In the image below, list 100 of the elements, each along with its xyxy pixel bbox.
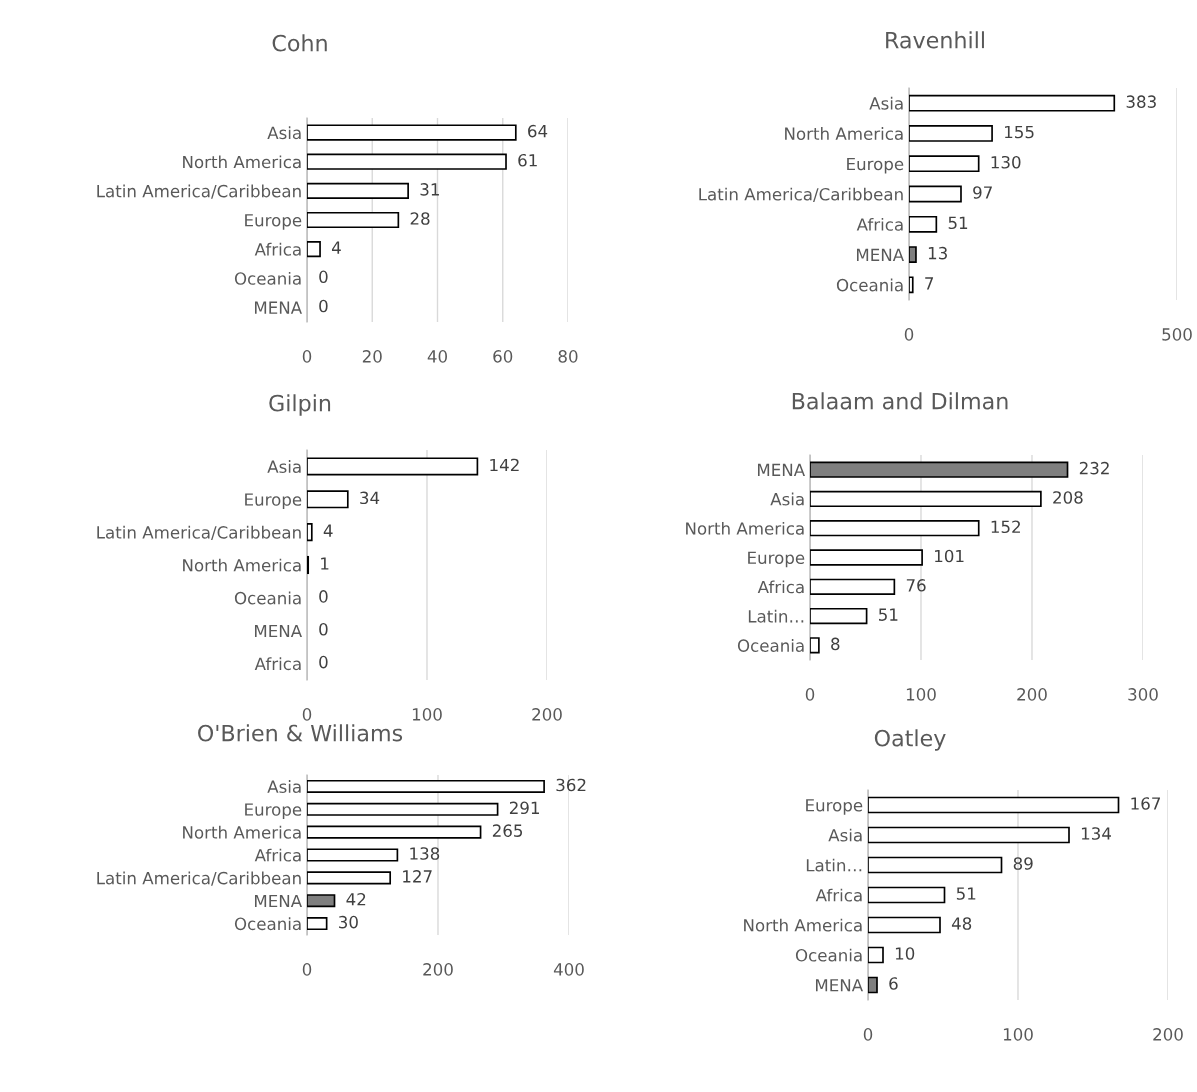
bar (909, 276, 914, 294)
data-label: 8 (831, 637, 840, 651)
bar (307, 241, 321, 258)
data-label: 1 (321, 557, 329, 570)
bar (307, 211, 400, 229)
data-label: 64 (528, 124, 548, 138)
data-label: 134 (1081, 827, 1111, 840)
bar (909, 185, 962, 203)
data-label: 6 (889, 977, 898, 990)
data-label: 51 (956, 887, 976, 900)
data-label: 51 (948, 216, 968, 230)
x-tick-label: 20 (362, 350, 382, 363)
bar (810, 637, 820, 654)
y-tick-label: North America (183, 558, 301, 572)
y-tick-label: MENA (815, 979, 863, 992)
bar (868, 826, 1070, 844)
data-label: 4 (331, 241, 341, 254)
data-label: 127 (403, 870, 432, 883)
bar (909, 215, 938, 233)
bar (868, 976, 878, 994)
bar (307, 779, 545, 793)
bar (909, 246, 917, 263)
data-label: 10 (895, 947, 915, 960)
data-label: 89 (1013, 857, 1033, 870)
x-tick-label: 200 (423, 963, 453, 976)
bar (307, 848, 399, 862)
data-label: 232 (1079, 461, 1109, 475)
y-tick-label: Oceania (737, 639, 804, 652)
y-tick-label: MENA (757, 463, 805, 476)
y-tick-label: Asia (267, 126, 301, 140)
data-label: 61 (518, 153, 537, 167)
y-tick-label: Latin America/Caribbean (97, 184, 301, 199)
y-tick-label: North America (686, 521, 804, 535)
data-label: 142 (490, 458, 519, 472)
y-tick-label: Oceania (234, 591, 301, 605)
x-tick-label: 300 (1128, 688, 1158, 701)
bar (868, 946, 884, 964)
chart-title: Gilpin (269, 394, 331, 416)
bar (909, 94, 1116, 112)
y-tick-label: Asia (869, 96, 903, 110)
x-tick-label: 100 (1003, 1028, 1033, 1041)
y-tick-label: North America (785, 127, 903, 140)
y-tick-label: Latin… (806, 858, 862, 872)
chart-title: Balaam and Dilman (792, 392, 1008, 410)
x-tick-label: 0 (302, 963, 312, 976)
bar (810, 520, 980, 537)
data-label: 31 (420, 183, 439, 196)
data-label: 0 (319, 655, 328, 669)
y-tick-label: Europe (245, 214, 302, 230)
y-tick-label: Africa (254, 848, 301, 862)
y-tick-label: Asia (267, 780, 301, 793)
bar (307, 802, 499, 816)
y-tick-label: Africa (254, 242, 301, 256)
data-label: 76 (906, 579, 926, 592)
data-label: 0 (319, 590, 328, 603)
data-label: 265 (492, 824, 523, 837)
data-label: 291 (509, 801, 539, 815)
y-tick-label: Oceania (234, 271, 301, 285)
x-tick-label: 500 (1162, 328, 1192, 341)
y-tick-label: Oceania (795, 948, 862, 962)
bar (909, 155, 980, 173)
data-label: 152 (991, 520, 1020, 534)
y-tick-label: Latin… (748, 609, 804, 623)
y-tick-label: Africa (815, 888, 862, 902)
x-tick-label: 200 (532, 708, 562, 721)
y-tick-label: Asia (828, 828, 862, 842)
data-label: 155 (1005, 125, 1034, 139)
x-tick-label: 0 (302, 350, 312, 363)
data-label: 0 (319, 622, 328, 636)
x-tick-label: 100 (906, 688, 936, 701)
bar (307, 182, 409, 199)
y-tick-label: Asia (770, 492, 804, 506)
x-tick-label: 0 (863, 1028, 873, 1041)
x-tick-label: 400 (553, 963, 584, 976)
y-tick-label: Africa (254, 657, 301, 671)
bar (307, 523, 313, 542)
bar (307, 153, 507, 170)
data-label: 4 (323, 524, 333, 537)
chart-title: Cohn (272, 34, 327, 52)
data-label: 28 (410, 212, 430, 225)
data-label: 7 (925, 277, 934, 290)
y-tick-label: Europe (847, 157, 904, 174)
bar (868, 916, 941, 934)
bar (909, 125, 993, 142)
y-tick-label: Latin America/Caribbean (699, 187, 903, 202)
bar (307, 894, 336, 908)
bar (307, 124, 517, 141)
bar (810, 607, 868, 625)
y-tick-label: Latin America/Caribbean (97, 871, 301, 886)
bar (868, 856, 1003, 874)
bar (810, 549, 923, 566)
chart-title: Oatley (874, 729, 946, 751)
data-label: 138 (410, 847, 440, 860)
data-label: 48 (951, 917, 972, 930)
y-tick-label: North America (744, 918, 862, 932)
data-label: 34 (360, 491, 380, 505)
y-tick-label: Asia (267, 460, 301, 473)
x-tick-label: 0 (302, 708, 312, 721)
data-label: 0 (319, 270, 328, 284)
chart-title: O'Brien & Williams (198, 724, 403, 742)
